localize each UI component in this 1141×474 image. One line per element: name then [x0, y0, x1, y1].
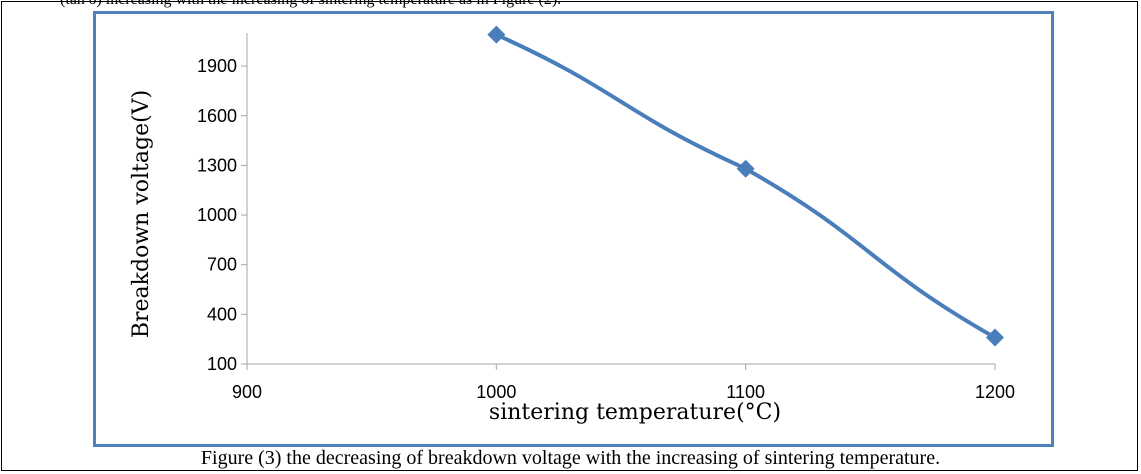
y-tick-label: 1000 [197, 205, 237, 225]
series-line [494, 32, 997, 340]
data-point-marker [986, 328, 1004, 347]
chart-frame [93, 11, 1054, 447]
y-tick-label: 400 [207, 304, 237, 324]
x-axis: 900 1000 1100 1200 [232, 363, 1015, 402]
y-tick-label: 700 [207, 255, 237, 275]
y-axis: 100 400 700 1000 1300 1600 1900 [197, 33, 248, 374]
x-tick-label: 1200 [975, 382, 1015, 402]
x-tick-label: 1100 [726, 382, 765, 402]
x-tick-label: 1000 [476, 382, 516, 402]
y-tick-label: 1900 [197, 56, 237, 76]
y-tick-label: 100 [207, 354, 237, 374]
y-tick-label: 1300 [197, 155, 237, 175]
x-tick-label: 900 [232, 382, 262, 402]
data-point-marker [736, 159, 755, 178]
x-axis-title: sintering temperature(°C) [489, 400, 781, 425]
data-point-marker [487, 25, 506, 44]
figure-caption: Figure (3) the decreasing of breakdown v… [200, 447, 941, 469]
series-group [487, 25, 1004, 347]
y-axis-title: Breakdown voltage(V) [129, 90, 154, 338]
y-tick-label: 1600 [197, 106, 237, 126]
preceding-text-line: (tan δ) increasing with the increasing o… [60, 0, 1060, 9]
